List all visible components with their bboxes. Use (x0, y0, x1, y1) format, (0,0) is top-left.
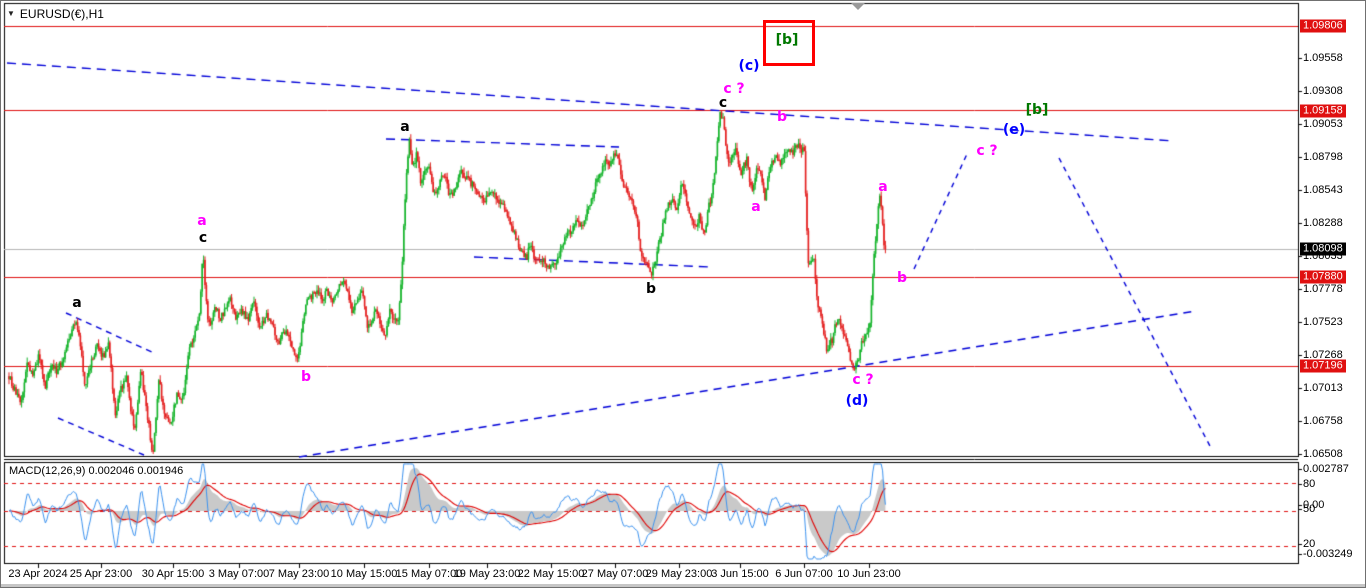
price-axis-tick: 1.07013 (1303, 382, 1343, 394)
macd-axis-label: 0.00 (1303, 499, 1325, 511)
price-axis-tick: 1.07523 (1303, 316, 1343, 328)
time-axis-label: 27 May 07:00 (581, 568, 649, 580)
macd-axis-label: 50 (1303, 503, 1316, 515)
wave-a-magenta-1[interactable]: a (197, 213, 207, 229)
wave-a-magenta-3[interactable]: a (878, 179, 888, 195)
time-axis-label: 10 Jun 23:00 (837, 568, 901, 580)
time-axis-label: 30 Apr 15:00 (141, 568, 205, 580)
price-level-tag: 1.07196 (1300, 359, 1346, 373)
wave-a-black-left[interactable]: a (72, 295, 82, 311)
symbol-tab[interactable]: ▼ EURUSD(€),H1 (7, 7, 104, 21)
time-axis-label: 10 May 15:00 (330, 568, 398, 580)
time-axis-label: 19 May 23:00 (453, 568, 521, 580)
macd-axis-label: 0.002787 (1303, 463, 1349, 475)
price-axis-tick: 1.07778 (1303, 283, 1343, 295)
price-axis-tick: 1.07268 (1303, 349, 1343, 361)
wave-cq-magenta-low[interactable]: c ? (852, 372, 874, 388)
price-axis-tick: 1.06508 (1303, 448, 1343, 460)
current-price-tag: 1.08098 (1300, 242, 1346, 256)
macd-indicator-label: MACD(12,26,9) 0.002046 0.001946 (9, 465, 184, 477)
chevron-down-icon: ▼ (7, 9, 15, 18)
price-axis-tick: 1.08288 (1303, 217, 1343, 229)
price-axis-tick: 1.09558 (1303, 52, 1343, 64)
price-level-tag: 1.09806 (1300, 19, 1346, 33)
wave-a-black-peak[interactable]: a (400, 119, 410, 135)
time-axis-label: 22 May 15:00 (517, 568, 585, 580)
price-axis-tick: 1.08543 (1303, 184, 1343, 196)
wave-b-magenta-1[interactable]: b (300, 369, 312, 385)
object-anchor-icon[interactable] (851, 3, 865, 10)
wave-e-blue[interactable]: (e) (1002, 122, 1026, 138)
time-axis-label: 3 May 07:00 (208, 568, 270, 580)
price-level-tag: 1.07880 (1300, 270, 1346, 284)
wave-b-green-right[interactable]: [b] (1025, 102, 1049, 118)
macd-axis-label: -0.003249 (1303, 548, 1353, 560)
window-bottom-edge (1, 584, 1365, 587)
wave-d-blue[interactable]: (d) (845, 393, 869, 409)
wave-cq-magenta-top[interactable]: c ? (723, 81, 745, 97)
wave-c-black-1[interactable]: c (198, 230, 208, 246)
wave-b-black[interactable]: b (645, 281, 657, 297)
wave-c-black-top[interactable]: c (718, 95, 728, 111)
time-axis-label: 3 Jun 15:00 (711, 568, 769, 580)
time-axis-label: 15 May 07:00 (395, 568, 463, 580)
time-axis-label: 23 Apr 2024 (8, 568, 68, 580)
time-axis-label: 6 Jun 07:00 (775, 568, 833, 580)
macd-axis-label: 80 (1303, 478, 1316, 490)
macd-axis-label: 20 (1303, 538, 1316, 550)
wave-b-magenta-top[interactable]: b (776, 109, 788, 125)
price-axis-tick: 1.09308 (1303, 85, 1343, 97)
symbol-tab-label: EURUSD(€),H1 (19, 7, 104, 21)
wave-b-green-boxed[interactable]: [b] (775, 32, 799, 48)
wave-b-magenta-2[interactable]: b (896, 270, 908, 286)
time-axis-label: 7 May 23:00 (268, 568, 330, 580)
price-axis-tick: 1.09053 (1303, 118, 1343, 130)
time-axis-label: 29 May 23:00 (645, 568, 713, 580)
wave-b-highlight-box[interactable] (763, 20, 815, 66)
wave-cq-magenta-proj[interactable]: c ? (976, 143, 998, 159)
time-axis-label: 25 Apr 23:00 (69, 568, 133, 580)
wave-a-magenta-2[interactable]: a (751, 199, 761, 215)
price-axis-tick: 1.08798 (1303, 151, 1343, 163)
price-axis-tick: 1.06758 (1303, 415, 1343, 427)
price-level-tag: 1.09158 (1300, 104, 1346, 118)
wave-c-blue[interactable]: (c) (738, 58, 760, 74)
